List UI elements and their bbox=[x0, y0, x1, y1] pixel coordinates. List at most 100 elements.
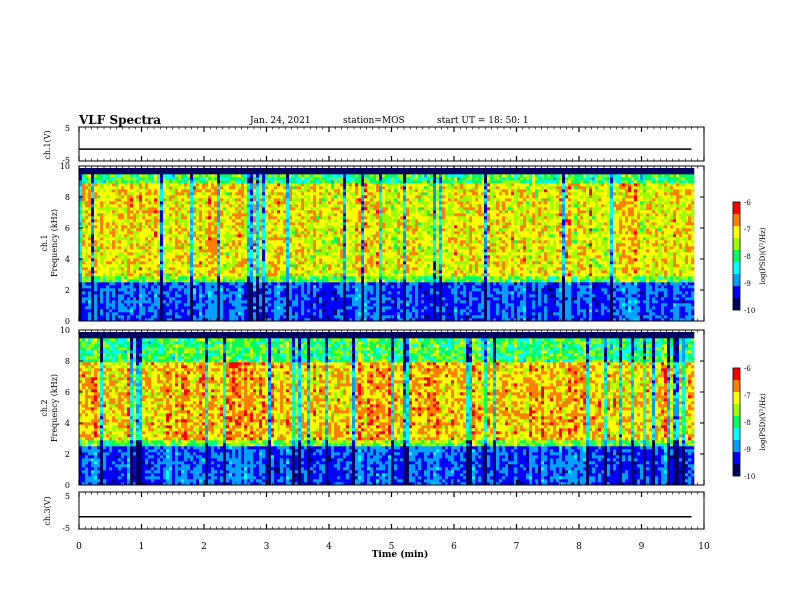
spectrogram-cell bbox=[202, 183, 206, 187]
spectrogram-cell bbox=[331, 180, 335, 184]
spectrogram-cell bbox=[193, 279, 197, 283]
spectrogram-cell bbox=[94, 315, 98, 319]
spectrogram-cell bbox=[280, 168, 284, 172]
spectrogram-cell bbox=[283, 183, 287, 187]
spectrogram-cell bbox=[217, 297, 221, 301]
spectrogram-cell bbox=[328, 264, 332, 268]
spectrogram-cell bbox=[220, 216, 224, 220]
spectrogram-cell bbox=[202, 213, 206, 217]
spectrogram-cell bbox=[343, 273, 347, 277]
spectrogram-cell bbox=[265, 195, 269, 199]
spectrogram-cell bbox=[262, 249, 266, 253]
spectrogram-cell bbox=[250, 216, 254, 220]
spectrogram-cell bbox=[259, 186, 263, 190]
spectrogram-cell bbox=[79, 261, 83, 265]
spectrogram-cell bbox=[280, 252, 284, 256]
spectrogram-cell bbox=[223, 207, 227, 211]
spectrogram-cell bbox=[196, 195, 200, 199]
spectrogram-cell bbox=[274, 210, 278, 214]
spectrogram-cell bbox=[283, 258, 287, 262]
spectrogram-cell bbox=[235, 219, 239, 223]
spectrogram-cell bbox=[154, 240, 158, 244]
spectrogram-cell bbox=[241, 180, 245, 184]
spectrogram-cell bbox=[250, 273, 254, 277]
spectrogram-cell bbox=[202, 216, 206, 220]
spectrogram-cell bbox=[280, 189, 284, 193]
spectrogram-cell bbox=[310, 255, 314, 259]
spectrogram-cell bbox=[352, 273, 356, 277]
spectrogram-cell bbox=[262, 273, 266, 277]
spectrogram-cell bbox=[331, 192, 335, 196]
spectrogram-cell bbox=[235, 207, 239, 211]
spectrogram-cell bbox=[130, 318, 134, 322]
spectrogram-cell bbox=[106, 210, 110, 214]
spectrogram-cell bbox=[115, 198, 119, 202]
spectrogram-cell bbox=[328, 243, 332, 247]
spectrogram-cell bbox=[352, 219, 356, 223]
spectrogram-cell bbox=[151, 186, 155, 190]
spectrogram-cell bbox=[238, 195, 242, 199]
spectrogram-cell bbox=[127, 213, 131, 217]
spectrogram-cell bbox=[298, 168, 302, 172]
spectrogram-cell bbox=[151, 270, 155, 274]
spectrogram-cell bbox=[286, 264, 290, 268]
spectrogram-cell bbox=[289, 201, 293, 205]
ch1-voltage-panel: 5 -5 ch.1(V) bbox=[43, 124, 705, 165]
spectrogram-cell bbox=[301, 243, 305, 247]
spectrogram-cell bbox=[208, 225, 212, 229]
spectrogram-cell bbox=[211, 303, 215, 307]
spectrogram-cell bbox=[127, 234, 131, 238]
spectrogram-cell bbox=[79, 216, 83, 220]
spectrogram-cell bbox=[253, 198, 257, 202]
spectrogram-cell bbox=[196, 171, 200, 175]
spectrogram-cell bbox=[223, 180, 227, 184]
spectrogram-cell bbox=[193, 258, 197, 262]
spectrogram-cell bbox=[145, 216, 149, 220]
spectrogram-cell bbox=[115, 189, 119, 193]
spectrogram-cell bbox=[265, 297, 269, 301]
spectrogram-cell bbox=[202, 261, 206, 265]
spectrogram-cell bbox=[247, 198, 251, 202]
spectrogram-cell bbox=[283, 192, 287, 196]
spectrogram-cell bbox=[358, 249, 362, 253]
spectrogram-cell bbox=[358, 225, 362, 229]
spectrogram-cell bbox=[274, 249, 278, 253]
spectrogram-cell bbox=[352, 195, 356, 199]
spectrogram-cell bbox=[304, 273, 308, 277]
spectrogram-cell bbox=[292, 267, 296, 271]
spectrogram-cell bbox=[184, 246, 188, 250]
spectrogram-cell bbox=[331, 168, 335, 172]
spectrogram-cell bbox=[241, 285, 245, 289]
spectrogram-cell bbox=[196, 306, 200, 310]
spectrogram-cell bbox=[340, 174, 344, 178]
spectrogram-cell bbox=[151, 294, 155, 298]
spectrogram-cell bbox=[235, 285, 239, 289]
spectrogram-cell bbox=[289, 195, 293, 199]
spectrogram-cell bbox=[298, 300, 302, 304]
spectrogram-cell bbox=[259, 210, 263, 214]
spectrogram-cell bbox=[274, 252, 278, 256]
spectrogram-cell bbox=[208, 282, 212, 286]
spectrogram-cell bbox=[103, 195, 107, 199]
spectrogram-cell bbox=[199, 267, 203, 271]
spectrogram-cell bbox=[190, 234, 194, 238]
spectrogram-cell bbox=[106, 276, 110, 280]
spectrogram-cell bbox=[307, 222, 311, 226]
spectrogram-cell bbox=[334, 171, 338, 175]
spectrogram-cell bbox=[94, 312, 98, 316]
spectrogram-cell bbox=[232, 243, 236, 247]
spectrogram-cell bbox=[283, 168, 287, 172]
spectrogram-cell bbox=[115, 222, 119, 226]
spectrogram-cell bbox=[304, 276, 308, 280]
spectrogram-cell bbox=[88, 234, 92, 238]
spectrogram-cell bbox=[316, 195, 320, 199]
spectrogram-cell bbox=[106, 228, 110, 232]
spectrogram-cell bbox=[268, 192, 272, 196]
spectrogram-cell bbox=[238, 270, 242, 274]
spectrogram-cell bbox=[91, 219, 95, 223]
spectrogram-cell bbox=[220, 255, 224, 259]
spectrogram-cell bbox=[337, 261, 341, 265]
spectrogram-cell bbox=[118, 261, 122, 265]
spectrogram-cell bbox=[337, 189, 341, 193]
spectrogram-cell bbox=[106, 273, 110, 277]
